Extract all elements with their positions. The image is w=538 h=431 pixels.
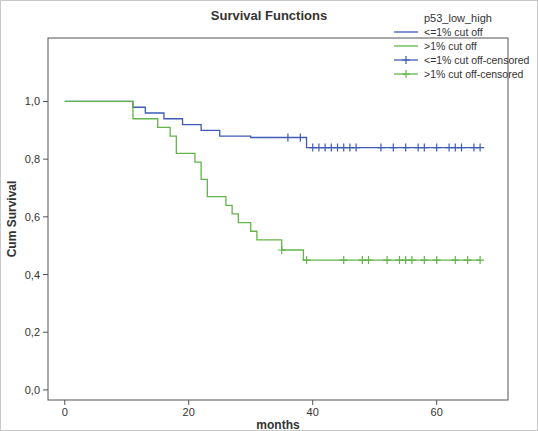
x-tick-label: 60 [431, 406, 443, 418]
legend-label: <=1% cut off [424, 26, 483, 38]
censor-mark [402, 144, 410, 152]
legend: p53_low_high <=1% cut off >1% cut off <=1% … [394, 12, 530, 80]
censor-mark [365, 256, 373, 264]
chart-container: Survival Functions 0,0 0,2 0,4 0,6 0,8 1,0 0 20 4… [0, 0, 538, 431]
legend-marker [402, 70, 410, 78]
x-tick [188, 400, 189, 405]
censor-mark [284, 134, 292, 142]
y-tick-label: 0,8 [25, 153, 40, 165]
censor-mark [352, 144, 360, 152]
censor-mark [377, 144, 385, 152]
censor-mark [340, 256, 348, 264]
x-axis-label: months [256, 418, 300, 431]
y-axis-label: Cum Survival [5, 181, 19, 258]
legend-label: >1% cut off [424, 40, 477, 52]
y-tick [43, 159, 48, 160]
survival-line [65, 101, 480, 147]
censor-mark [303, 256, 311, 264]
background [0, 0, 538, 431]
y-tick-label: 1,0 [25, 95, 40, 107]
censor-mark [464, 256, 472, 264]
legend-label: >1% cut off-censored [424, 68, 523, 80]
censor-mark [433, 144, 441, 152]
censor-mark [420, 144, 428, 152]
chart-svg: Survival Functions 0,0 0,2 0,4 0,6 0,8 1,0 0 20 4… [0, 0, 538, 431]
data-group [65, 101, 484, 264]
y-tick [43, 332, 48, 333]
y-tick-label: 0,6 [25, 211, 40, 223]
censor-mark [383, 256, 391, 264]
y-tick [43, 274, 48, 275]
outer-border [1, 1, 538, 431]
legend-swatch [394, 31, 418, 32]
censor-mark [420, 256, 428, 264]
title: Survival Functions [211, 8, 327, 23]
y-tick-label: 0,2 [25, 326, 40, 338]
censor-mark [458, 144, 466, 152]
legend-label: <=1% cut off-censored [424, 54, 530, 66]
y-tick [43, 101, 48, 102]
x-tick-label: 0 [62, 406, 68, 418]
x-tick-label: 20 [183, 406, 195, 418]
x-tick [312, 400, 313, 405]
y-tick-label: 0,0 [25, 384, 40, 396]
censor-mark [389, 144, 397, 152]
censor-mark [476, 256, 484, 264]
censor-mark [278, 246, 286, 254]
legend-marker [402, 56, 410, 64]
y-tick [43, 216, 48, 217]
censor-mark [296, 134, 304, 142]
plot-frame [48, 38, 508, 400]
survival-line [65, 101, 480, 260]
y-tick [43, 389, 48, 390]
censor-mark [476, 144, 484, 152]
legend-title: p53_low_high [424, 12, 492, 24]
censor-mark [408, 256, 416, 264]
censor-mark [451, 256, 459, 264]
x-tick-label: 40 [307, 406, 319, 418]
y-tick-label: 0,4 [25, 269, 40, 281]
censor-mark [433, 256, 441, 264]
legend-swatch [394, 45, 418, 46]
x-tick [64, 400, 65, 405]
x-tick [436, 400, 437, 405]
